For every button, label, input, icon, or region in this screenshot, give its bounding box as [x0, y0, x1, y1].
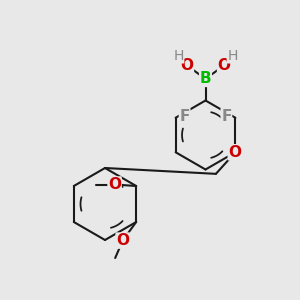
Text: H: H [173, 49, 184, 63]
Text: O: O [180, 58, 194, 73]
Text: O: O [218, 58, 231, 73]
Text: B: B [200, 71, 211, 86]
Text: O: O [228, 145, 241, 160]
Text: F: F [221, 109, 232, 124]
Text: O: O [116, 233, 129, 248]
Text: F: F [179, 109, 190, 124]
Text: H: H [227, 49, 238, 63]
Text: O: O [108, 177, 121, 192]
